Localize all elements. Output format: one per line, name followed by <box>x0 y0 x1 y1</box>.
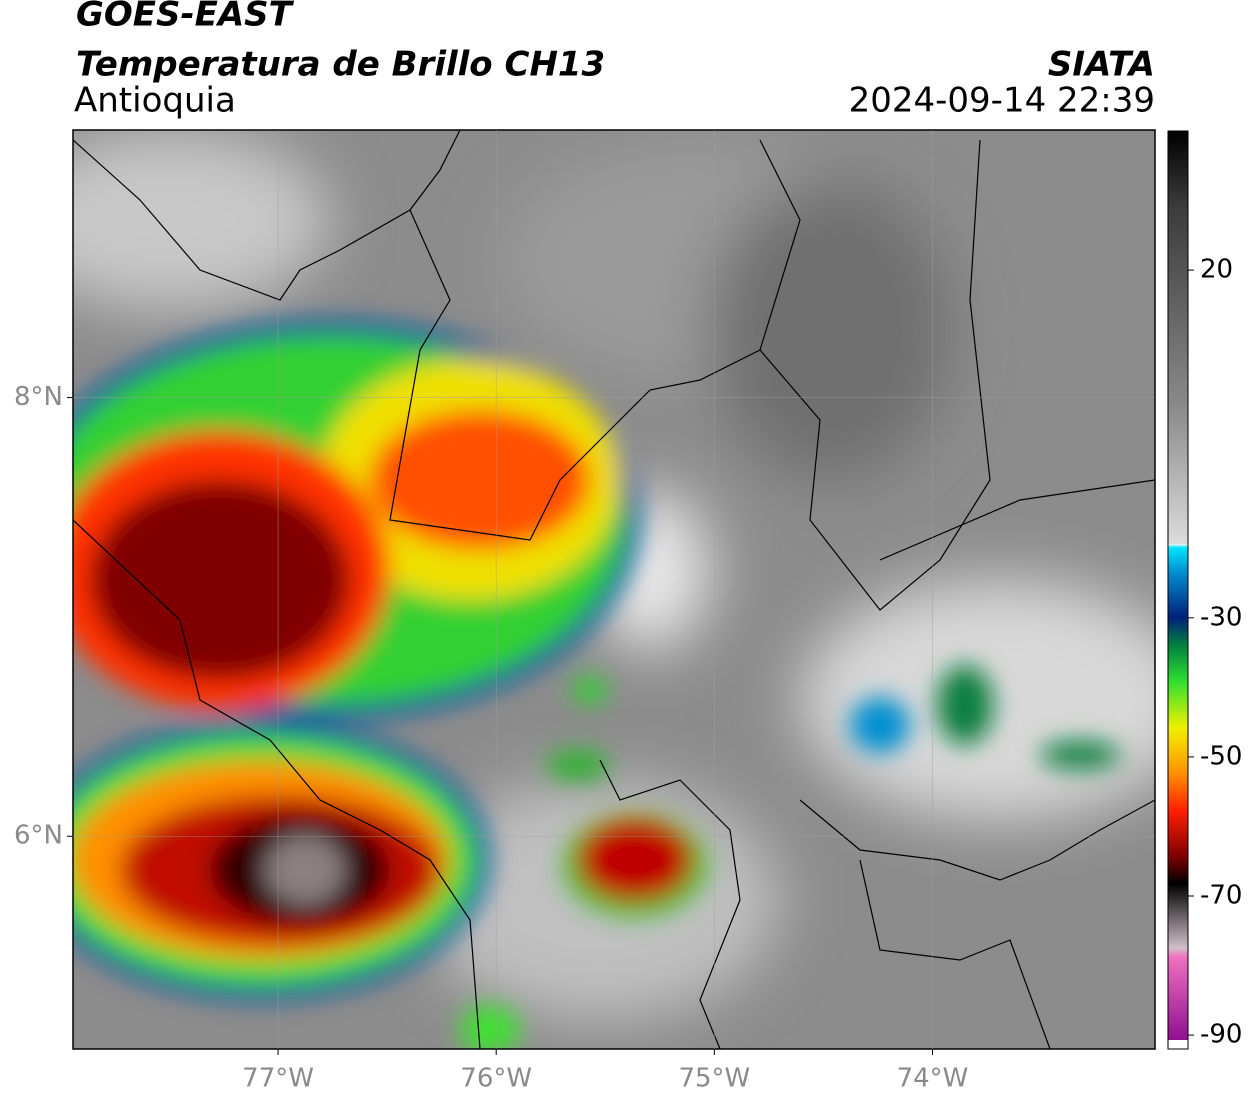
map-frame <box>72 129 1156 1050</box>
colorbar-tick-label: -50 <box>1200 741 1242 771</box>
source: SIATA <box>1048 45 1155 85</box>
colorbar-tick-label: -90 <box>1200 1020 1242 1050</box>
x-tick-label: 75°W <box>678 1064 750 1094</box>
region: Antioquia <box>74 81 236 121</box>
colorbar-tick-label: 20 <box>1200 255 1233 285</box>
x-tick-label: 76°W <box>460 1064 532 1094</box>
x-tick-label: 77°W <box>242 1064 314 1094</box>
colorbar <box>1167 130 1189 1050</box>
y-tick-label: 6°N <box>14 821 63 851</box>
borders <box>73 130 1155 1049</box>
colorbar-tick-label: -70 <box>1200 881 1242 911</box>
colorbar-tick-label: -30 <box>1200 602 1242 632</box>
satellite-image <box>73 130 1155 1049</box>
y-tick-label: 8°N <box>14 382 63 412</box>
datetime: 2024-09-14 22:39 <box>849 81 1155 121</box>
title: GOES-EAST <box>76 0 295 35</box>
x-tick-label: 74°W <box>897 1064 969 1094</box>
subtitle: Temperatura de Brillo CH13 <box>76 45 605 85</box>
